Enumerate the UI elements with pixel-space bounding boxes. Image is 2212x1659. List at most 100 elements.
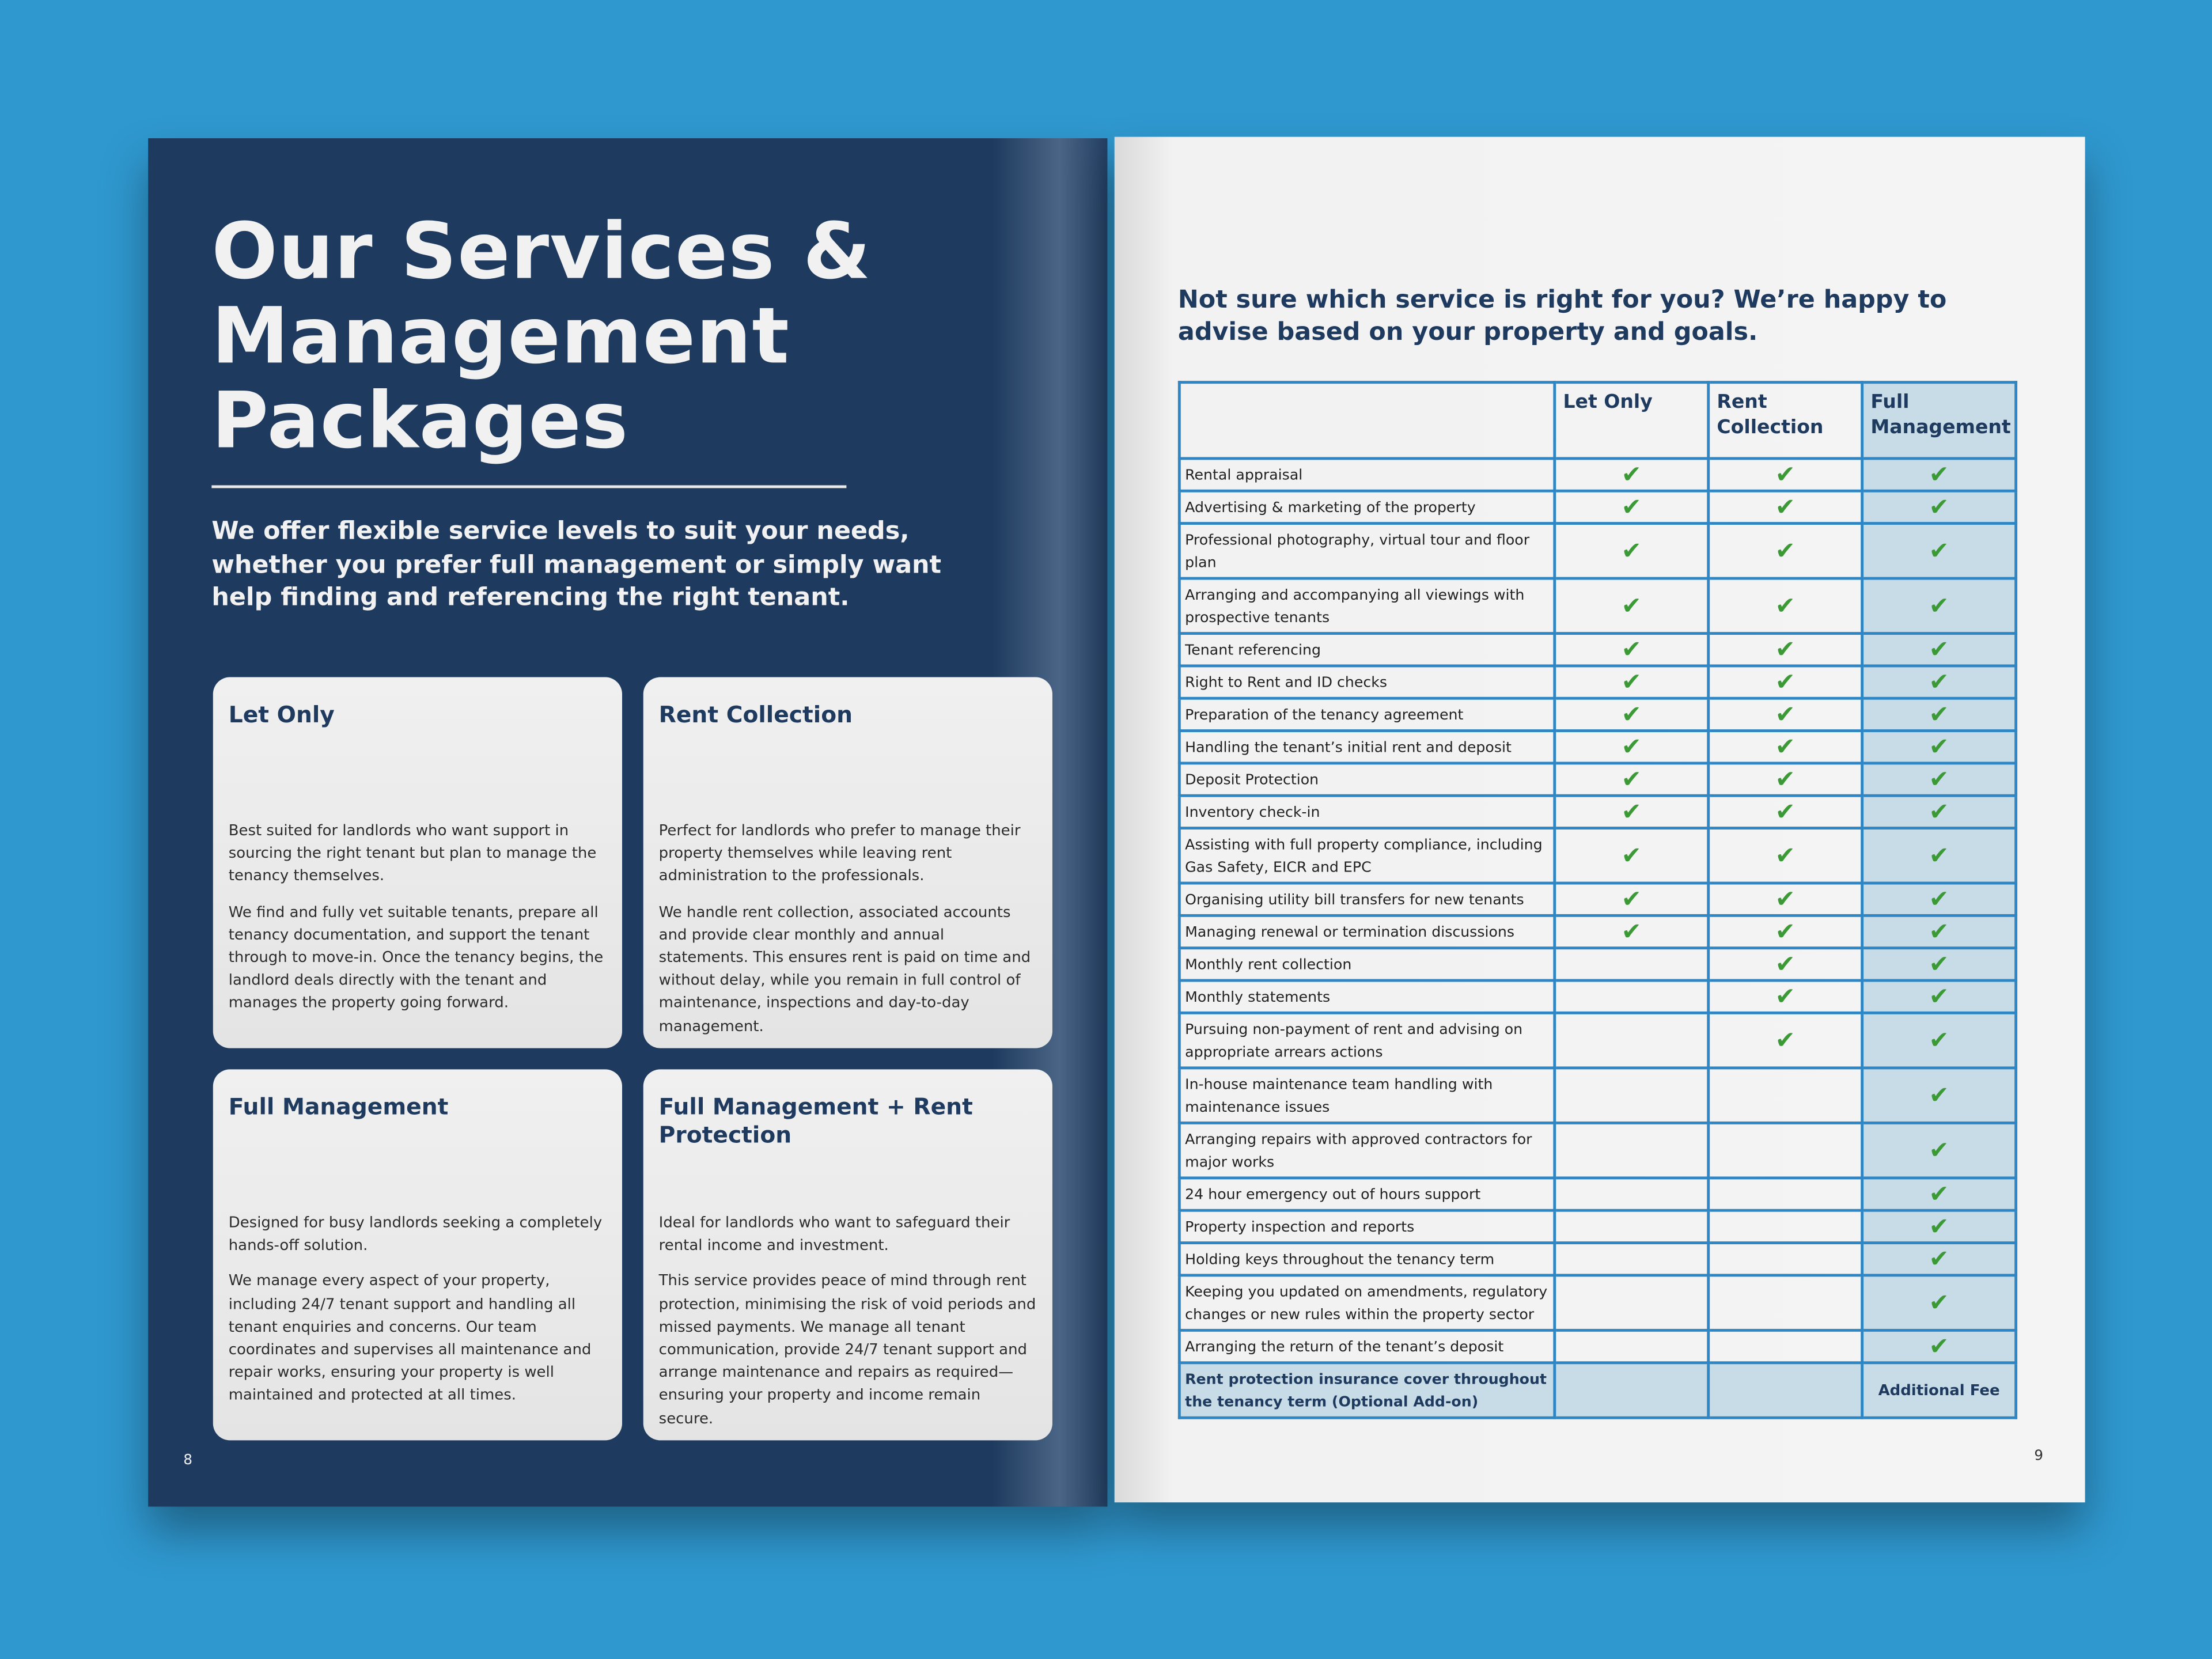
- check-cell: ✔: [1553, 577, 1710, 635]
- check-cell: ✔: [1861, 632, 2018, 668]
- table-row: Inventory check-in ✔ ✔ ✔: [1177, 794, 2018, 830]
- check-cell: ✔: [1861, 794, 2018, 830]
- table-row: Assisting with full property compliance,…: [1177, 827, 2018, 885]
- check-cell: ✔: [1707, 729, 1864, 765]
- table-heading: Not sure which service is right for you?…: [1177, 286, 1947, 347]
- check-cell: [1553, 979, 1710, 1014]
- check-cell: ✔: [1861, 762, 2018, 797]
- table-row: In-house maintenance team handling with …: [1177, 1066, 2018, 1124]
- check-cell: ✔: [1707, 914, 1864, 950]
- row-label: In-house maintenance team handling with …: [1177, 1066, 1556, 1124]
- row-label: Property inspection and reports: [1177, 1209, 1556, 1245]
- check-cell: ✔: [1861, 1176, 2018, 1212]
- table-row: Arranging the return of the tenant’s dep…: [1177, 1328, 2018, 1365]
- table-row: Handling the tenant’s initial rent and d…: [1177, 729, 2018, 765]
- check-cell: [1553, 1176, 1710, 1212]
- check-cell: [1707, 1176, 1864, 1212]
- check-cell: [1553, 1121, 1710, 1180]
- row-label: Keeping you updated on amendments, regul…: [1177, 1274, 1556, 1332]
- row-label: Rental appraisal: [1177, 457, 1556, 493]
- card-text: Perfect for landlords who prefer to mana…: [658, 822, 1021, 885]
- header-row: Let Only Rent Collection Full Management: [1177, 381, 2018, 460]
- row-label: Right to Rent and ID checks: [1177, 664, 1556, 700]
- check-cell: ✔: [1553, 457, 1710, 493]
- check-cell: ✔: [1553, 632, 1710, 668]
- check-cell: ✔: [1861, 827, 2018, 885]
- card-title: Full Management: [228, 1093, 449, 1120]
- table-row: Keeping you updated on amendments, regul…: [1177, 1274, 2018, 1332]
- check-cell: ✔: [1861, 489, 2018, 525]
- table-row: Holding keys throughout the tenancy term…: [1177, 1241, 2018, 1277]
- right-page: Not sure which service is right for you?…: [1114, 137, 2085, 1503]
- check-cell: ✔: [1861, 979, 2018, 1014]
- check-cell: ✔: [1861, 696, 2018, 733]
- check-cell: ✔: [1707, 794, 1864, 830]
- table-row: Deposit Protection ✔ ✔ ✔: [1177, 762, 2018, 797]
- check-cell: [1707, 1121, 1864, 1180]
- check-cell: ✔: [1553, 794, 1710, 830]
- card-text: Best suited for landlords who want suppo…: [228, 822, 597, 885]
- card-text: Ideal for landlords who want to safeguar…: [658, 1214, 1010, 1255]
- check-cell: ✔: [1553, 489, 1710, 525]
- table-row: Right to Rent and ID checks ✔ ✔ ✔: [1177, 664, 2018, 700]
- table-row: Organising utility bill transfers for ne…: [1177, 881, 2018, 917]
- card-title: Full Management + Rent Protection: [658, 1093, 973, 1149]
- table-row: Rental appraisal ✔ ✔ ✔: [1177, 457, 2018, 493]
- row-label: Preparation of the tenancy agreement: [1177, 696, 1556, 733]
- header-cell: Rent Collection: [1707, 381, 1864, 460]
- row-label: Handling the tenant’s initial rent and d…: [1177, 729, 1556, 765]
- check-cell: ✔: [1707, 664, 1864, 700]
- card-text: We manage every aspect of your property,…: [228, 1272, 592, 1404]
- check-cell: ✔: [1707, 696, 1864, 733]
- check-cell: ✔: [1707, 762, 1864, 797]
- check-cell: ✔: [1707, 827, 1864, 885]
- table-row: Managing renewal or termination discussi…: [1177, 914, 2018, 950]
- services-table: Let Only Rent Collection Full Management Re…: [1177, 381, 2018, 1419]
- table-row: Pursuing non-payment of rent and advisin…: [1177, 1011, 2018, 1070]
- header-cell: Let Only: [1553, 381, 1710, 460]
- row-label: Arranging the return of the tenant’s dep…: [1177, 1328, 1556, 1365]
- check-cell: ✔: [1861, 1274, 2018, 1332]
- package-card: Full Management Designed for busy landlor…: [213, 1069, 623, 1441]
- check-cell: [1707, 1066, 1864, 1124]
- check-cell: ✔: [1707, 457, 1864, 493]
- intro: We offer flexible service levels to suit…: [211, 517, 942, 612]
- row-label: Arranging and accompanying all viewings …: [1177, 577, 1556, 635]
- check-cell: [1553, 1361, 1710, 1419]
- header-cell: [1177, 381, 1556, 460]
- card-text: Designed for busy landlords seeking a co…: [228, 1214, 603, 1255]
- table-row: Tenant referencing ✔ ✔ ✔: [1177, 632, 2018, 668]
- check-cell: ✔: [1707, 946, 1864, 982]
- package-card: Let Only Best suited for landlords who wa…: [213, 677, 623, 1048]
- check-cell: ✔: [1707, 489, 1864, 525]
- table-body: Rental appraisal ✔ ✔ ✔ Advertising & marketi…: [1177, 457, 2018, 1419]
- check-cell: ✔: [1861, 1241, 2018, 1277]
- card-text: We handle rent collection, associated ac…: [658, 903, 1031, 1035]
- check-cell: ✔: [1861, 1209, 2018, 1245]
- check-cell: ✔: [1707, 979, 1864, 1014]
- check-cell: ✔: [1861, 522, 2018, 580]
- check-cell: ✔: [1707, 881, 1864, 917]
- check-cell: ✔: [1553, 762, 1710, 797]
- check-cell: ✔: [1861, 577, 2018, 635]
- row-label: Inventory check-in: [1177, 794, 1556, 830]
- check-cell: [1553, 946, 1710, 982]
- row-label: Assisting with full property compliance,…: [1177, 827, 1556, 885]
- check-cell: [1553, 1328, 1710, 1365]
- table-row: Arranging and accompanying all viewings …: [1177, 577, 2018, 635]
- check-cell: [1553, 1209, 1710, 1245]
- check-cell: ✔: [1553, 729, 1710, 765]
- check-cell: [1707, 1209, 1864, 1245]
- check-cell: [1707, 1361, 1864, 1419]
- table-row: Monthly rent collection ✔ ✔: [1177, 946, 2018, 982]
- check-cell: ✔: [1861, 1066, 2018, 1124]
- row-label: Arranging repairs with approved contract…: [1177, 1121, 1556, 1180]
- row-label: Managing renewal or termination discussi…: [1177, 914, 1556, 950]
- check-cell: ✔: [1707, 522, 1864, 580]
- row-label: Rent protection insurance cover througho…: [1177, 1361, 1556, 1419]
- check-cell: [1707, 1328, 1864, 1365]
- check-cell: [1707, 1241, 1864, 1277]
- page-number: 8: [183, 1453, 192, 1469]
- check-cell: ✔: [1707, 1011, 1864, 1070]
- row-label: Organising utility bill transfers for ne…: [1177, 881, 1556, 917]
